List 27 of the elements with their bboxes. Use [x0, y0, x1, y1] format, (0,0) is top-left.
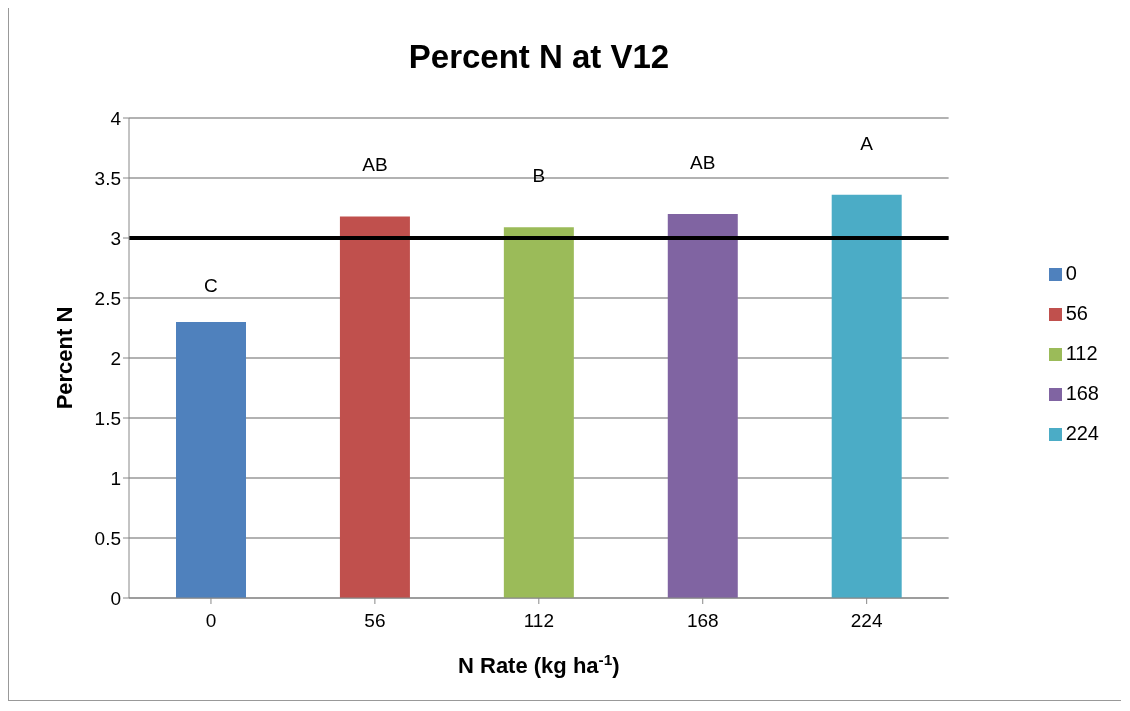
annotation: B [532, 165, 546, 187]
y-tick-label: 3.5 [94, 167, 121, 189]
x-tick-label: 168 [686, 610, 719, 632]
x-tick-label: 56 [364, 610, 386, 632]
annotation: AB [690, 152, 716, 173]
annotation: AB [362, 154, 388, 176]
legend-label: 224 [1065, 422, 1099, 444]
x-tick-label: 224 [850, 610, 883, 632]
y-tick-label: 0.5 [94, 527, 121, 549]
legend-label: 168 [1065, 382, 1099, 404]
chart-title: Percent N at V12 [407, 38, 671, 76]
x-tick-label: 0 [205, 610, 217, 632]
x-tick-label: 112 [523, 610, 554, 632]
y-tick-label: 2 [110, 347, 121, 369]
legend-label: 56 [1065, 302, 1088, 324]
x-axis-title: N Rate (kg ha$^{-1}$) [458, 650, 620, 678]
y-tick-label: 3 [110, 227, 121, 249]
y-tick-label: 1.5 [94, 407, 121, 429]
y-tick-label: 1 [110, 467, 121, 489]
y-tick-label: 0 [110, 587, 121, 609]
annotation: C [204, 275, 218, 296]
y-axis-title: Percent N [51, 306, 77, 410]
y-tick-label: 4 [110, 107, 122, 129]
y-tick-label: 2.5 [94, 287, 121, 309]
legend-label: 0 [1065, 262, 1077, 284]
annotation: A [860, 132, 874, 154]
legend-label: 112 [1065, 342, 1098, 364]
